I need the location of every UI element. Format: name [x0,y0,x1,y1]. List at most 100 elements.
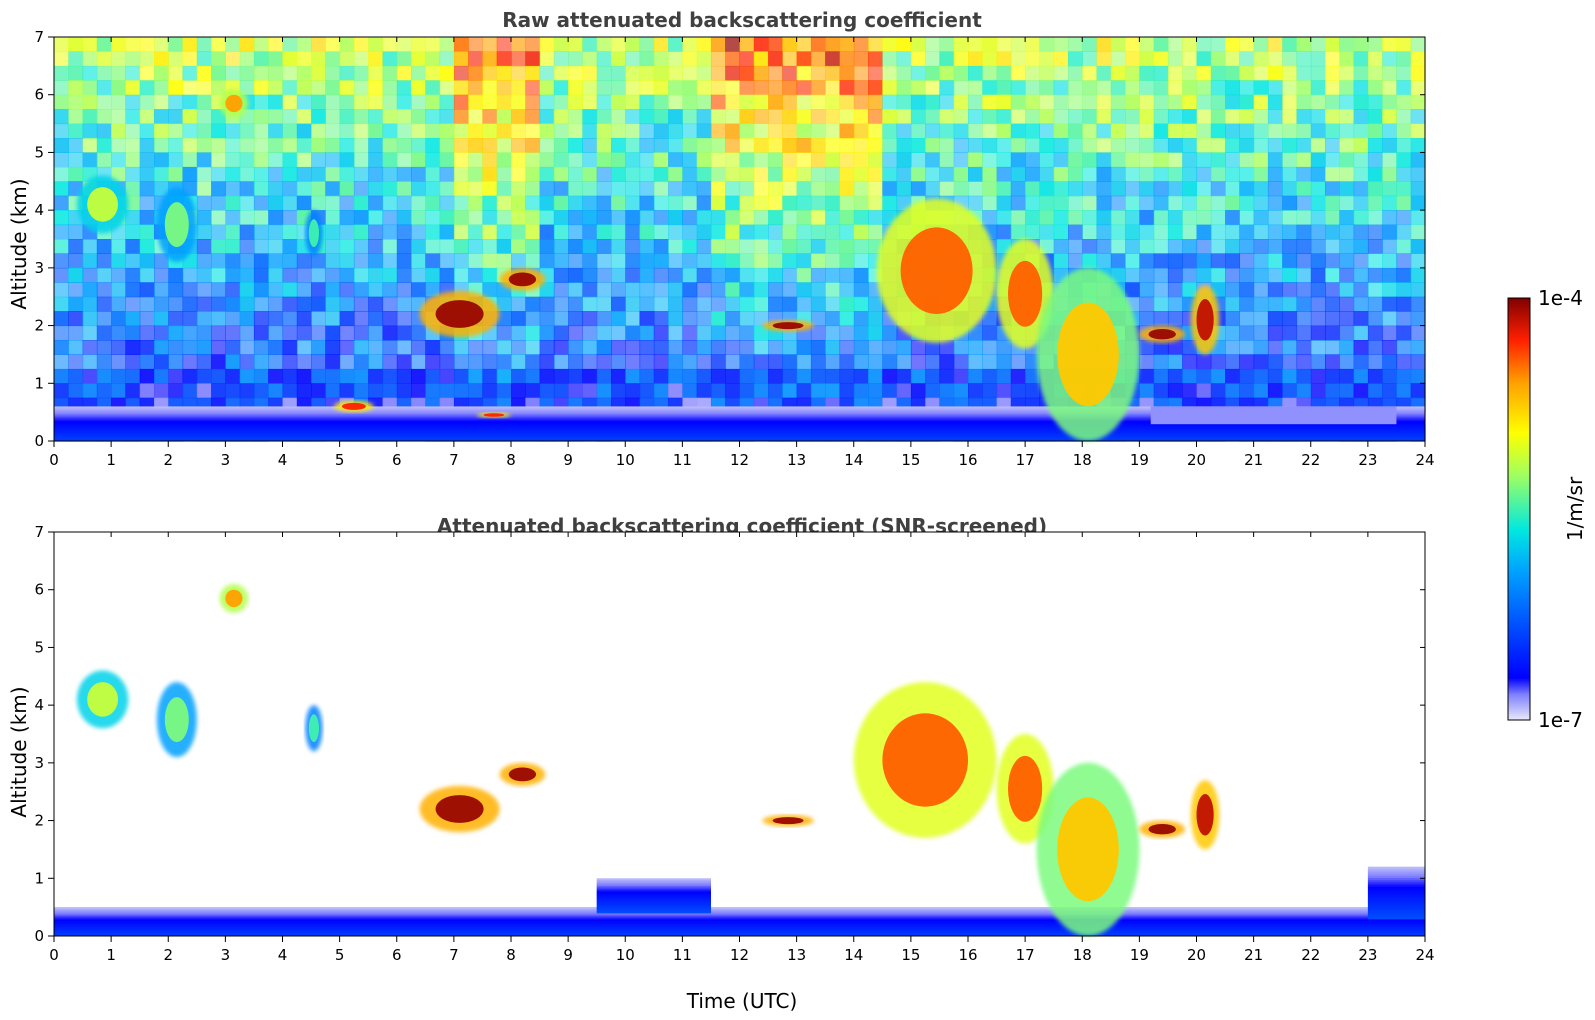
noise-cell [268,65,284,81]
noise-cell [1296,325,1312,341]
noise-cell [1253,152,1269,168]
noise-cell [1239,224,1255,240]
x-tick-label: 7 [449,451,459,469]
noise-cell [239,368,255,384]
colorbar-gradient [1507,297,1531,721]
noise-cell [111,239,126,254]
noise-cell [1210,181,1226,197]
noise-cell [939,123,955,139]
noise-cell [425,123,441,139]
noise-cell [1325,296,1340,312]
noise-cell [439,368,455,384]
noise-cell [653,224,669,240]
noise-cell [453,152,469,168]
noise-cell [82,296,98,312]
x-tick-label: 20 [1187,946,1206,964]
noise-cell [1396,152,1412,168]
noise-cell [1325,354,1340,370]
noise-cell [382,195,398,211]
noise-cell [625,152,641,168]
layer-band [1367,912,1425,915]
noise-cell [411,152,426,168]
noise-cell [125,138,141,153]
layer-band [54,908,1425,910]
cloud-core [435,795,484,823]
noise-cell [196,325,212,341]
noise-cell [139,109,155,125]
noise-cell [582,296,598,312]
noise-cell [1153,267,1169,283]
noise-cell [325,325,341,341]
noise-cell [782,267,798,283]
x-tick-label: 13 [787,451,806,469]
noise-cell [982,109,998,125]
noise-cell [282,123,298,139]
noise-cell [1353,181,1369,197]
noise-cell [668,383,683,399]
noise-cell [539,123,555,139]
layer-band [54,930,1425,932]
noise-cell [1182,224,1198,240]
noise-cell [810,325,826,341]
noise-cell [953,368,969,384]
noise-cell [568,210,583,226]
noise-cell [782,37,798,52]
layer-band [596,894,711,897]
noise-cell [810,152,826,168]
noise-cell [268,296,284,312]
noise-cell [668,296,683,312]
noise-cell [325,37,341,52]
noise-cell [1068,94,1083,110]
noise-cell [325,340,341,355]
noise-cell [1296,224,1312,240]
noise-cell [411,224,426,240]
noise-cell [868,94,883,110]
noise-cell [368,267,384,283]
noise-cell [539,166,555,182]
noise-cell [1353,296,1369,312]
noise-cell [1410,224,1426,240]
noise-cell [868,109,883,125]
noise-cell [853,354,869,370]
layer-band [1150,417,1397,419]
noise-cell [853,166,869,182]
noise-cell [739,166,755,182]
noise-cell [54,195,69,211]
x-tick-label: 23 [1358,451,1377,469]
noise-cell [868,195,883,211]
noise-cell [753,37,769,52]
noise-cell [910,340,926,355]
noise-cell [1396,109,1412,125]
noise-cell [1039,224,1055,240]
noise-cell [496,51,512,67]
noise-cell [839,123,855,139]
noise-cell [1353,152,1369,168]
noise-cell [925,152,941,168]
noise-cell [853,109,869,125]
noise-cell [1167,94,1183,110]
noise-cell [982,152,998,168]
layer-band [1367,888,1425,892]
layer-band [54,425,1425,427]
noise-cell [1339,210,1355,226]
noise-cell [1353,311,1369,327]
layer-band [596,905,711,908]
noise-cell [425,65,441,81]
noise-cell [1010,210,1026,226]
noise-cell [154,181,169,197]
noise-cell [68,383,84,399]
cloud-core [225,589,243,608]
layer-band [54,910,1425,913]
noise-cell [939,51,955,67]
noise-cell [339,368,355,384]
noise-cell [296,368,312,384]
noise-cell [1010,181,1026,197]
noise-cell [368,138,384,153]
noise-cell [154,368,169,384]
noise-cell [253,296,269,312]
noise-cell [825,253,841,269]
noise-cell [682,65,698,81]
x-axis-label: Time (UTC) [686,989,798,1013]
noise-cell [1396,368,1412,384]
noise-cell [882,37,898,52]
